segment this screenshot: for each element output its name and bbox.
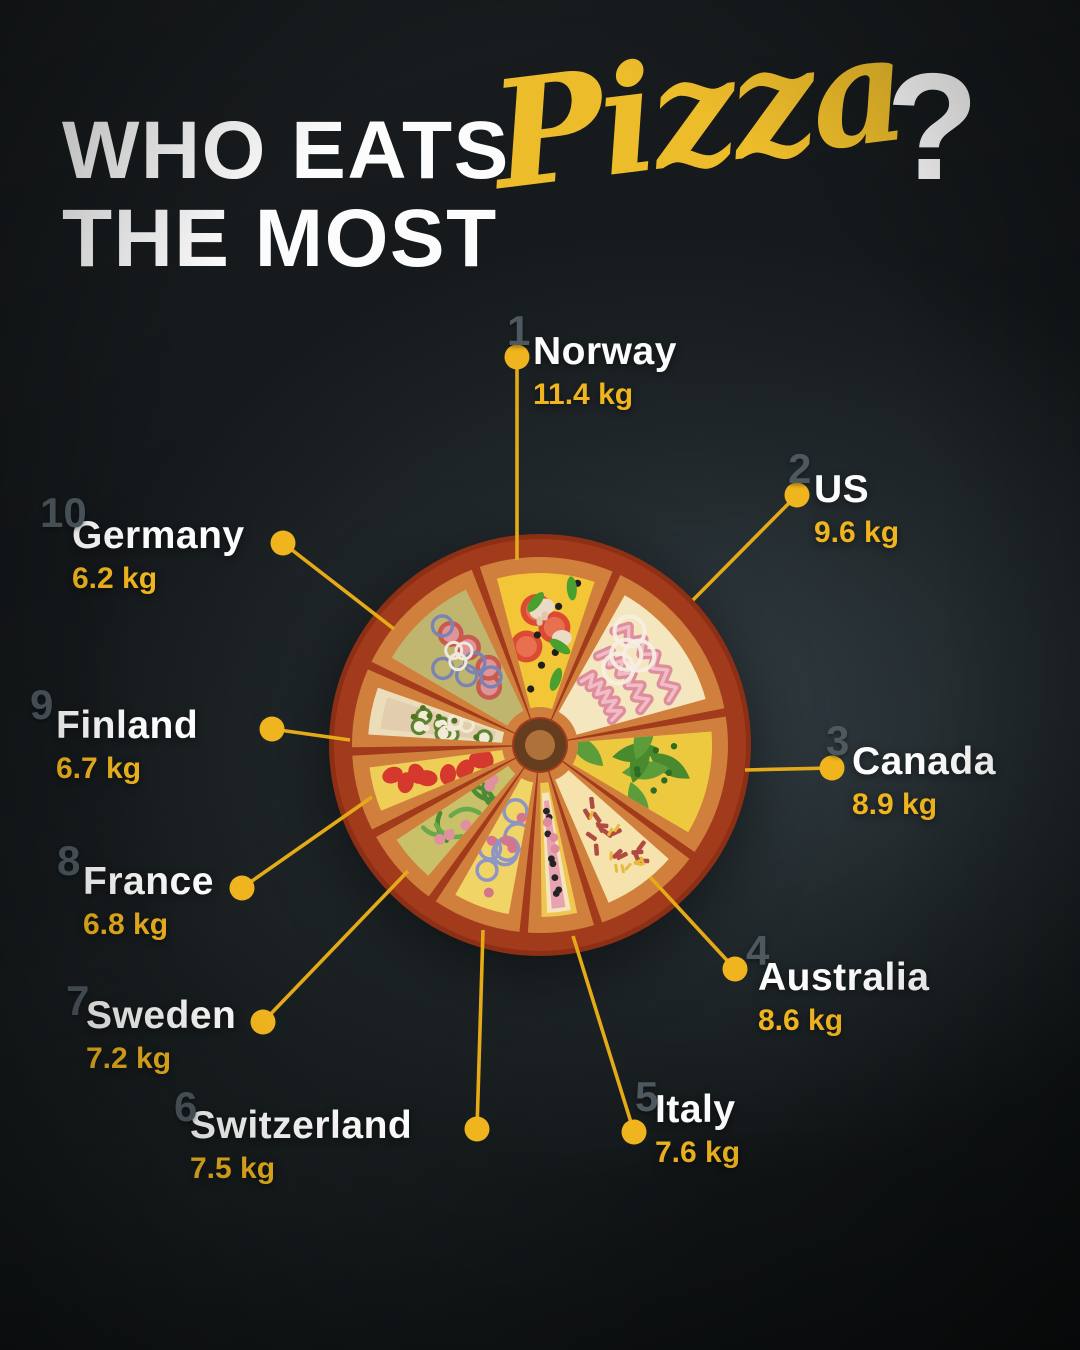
label-italy: 5 Italy 7.6 kg [635,1076,741,1169]
country-name: US [814,468,870,511]
pizza-slice-canada [563,716,728,852]
question-mark: ? [886,42,979,212]
pizza-slice-us [552,575,725,740]
label-dot-switzerland [464,1116,490,1142]
label-france: 8 France 6.8 kg [57,840,214,941]
country-value: 8.9 kg [852,788,938,821]
title-pizza-word: Pizza [482,0,913,223]
country-name: Italy [655,1088,736,1131]
country-value: 6.2 kg [72,562,158,595]
label-dot-finland [259,716,285,742]
pizza-slice-france [352,746,515,830]
rank-number: 6 [174,1083,198,1130]
label-switzerland: 6 Switzerland 7.5 kg [174,1086,413,1185]
rank-number: 8 [57,837,81,884]
country-value: 9.6 kg [814,516,900,549]
country-name: Germany [72,514,245,557]
pizza-slice-switzerland [435,768,537,932]
label-dot-italy [621,1119,647,1145]
country-value: 6.7 kg [56,752,142,785]
country-name: Finland [56,704,199,747]
label-dot-sweden [250,1009,276,1035]
pizza-slice-italy [527,771,594,933]
pizza-slice-sweden [376,758,524,897]
country-value: 8.6 kg [758,1004,844,1037]
country-name: Switzerland [190,1104,413,1147]
background-swirl [557,1204,1023,1328]
connector-line-italy [571,935,636,1133]
rank-number: 2 [788,445,812,492]
country-name: France [83,860,214,903]
pizza-slice-finland [351,669,515,748]
label-dot-france [229,875,255,901]
label-dot-germany [270,530,296,556]
rank-number: 5 [635,1073,659,1120]
page-title: WHO EATS THE MOST [62,107,510,282]
title-line-2: THE MOST [62,192,498,284]
pizza-slice-norway [479,556,613,720]
rank-number: 1 [507,307,531,354]
label-finland: 9 Finland 6.7 kg [30,684,199,785]
rank-number: 7 [66,977,90,1024]
title-line-1: WHO EATS [62,104,510,196]
country-name: Norway [533,330,677,373]
label-us: 2 US 9.6 kg [788,448,900,549]
country-value: 7.6 kg [655,1136,741,1169]
country-value: 6.8 kg [83,908,169,941]
country-name: Sweden [86,994,237,1037]
country-value: 7.2 kg [86,1042,172,1075]
rank-number: 9 [30,681,54,728]
country-name: Australia [758,956,930,999]
label-sweden: 7 Sweden 7.2 kg [66,980,237,1075]
rank-number: 4 [746,927,770,974]
country-value: 11.4 kg [533,378,634,411]
label-canada: 3 Canada 8.9 kg [826,720,996,821]
country-value: 7.5 kg [190,1152,276,1185]
country-name: Canada [852,740,996,783]
pizza-pie-chart [329,534,751,956]
label-norway: 1 Norway 11.4 kg [507,310,677,411]
label-australia: 4 Australia 8.6 kg [746,930,930,1037]
rank-number: 3 [826,717,850,764]
pizza-slice-germany [371,569,530,733]
label-germany: 10 Germany 6.2 kg [40,492,245,595]
rank-number: 10 [40,489,87,536]
